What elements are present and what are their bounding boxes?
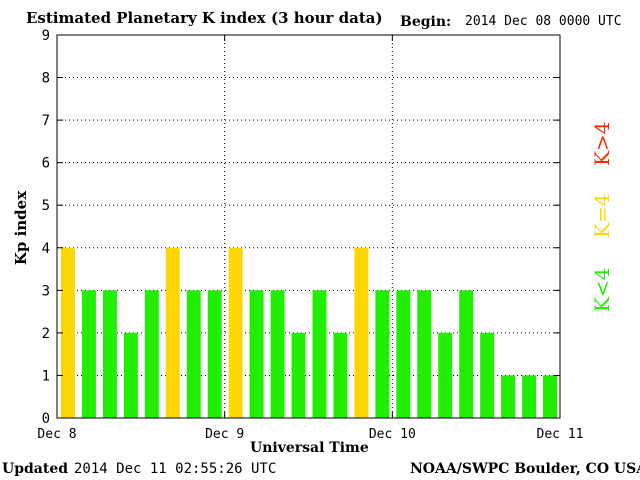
bar bbox=[144, 290, 159, 418]
updated-label: Updated bbox=[2, 461, 69, 477]
y-tick-label: 6 bbox=[42, 156, 50, 172]
bar bbox=[396, 290, 411, 418]
bar bbox=[417, 290, 432, 418]
plot-frame bbox=[56, 34, 561, 419]
x-tick-label: Dec 10 bbox=[369, 427, 416, 442]
bar bbox=[207, 290, 222, 418]
updated-value: 2014 Dec 11 02:55:26 UTC bbox=[74, 461, 277, 477]
y-tick-label: 4 bbox=[42, 241, 50, 257]
x-tick-label: Dec 11 bbox=[537, 427, 584, 442]
legend-k-equals-4: K=4 bbox=[590, 193, 614, 238]
bar bbox=[228, 247, 243, 418]
bar bbox=[61, 247, 75, 418]
bar bbox=[249, 290, 264, 418]
bar bbox=[543, 375, 557, 418]
bar bbox=[522, 375, 537, 418]
y-tick-label: 5 bbox=[42, 198, 50, 214]
x-tick-label: Dec 9 bbox=[205, 427, 244, 442]
bar bbox=[186, 290, 201, 418]
bar bbox=[480, 332, 495, 418]
y-tick-label: 2 bbox=[42, 326, 50, 342]
bar bbox=[81, 290, 96, 418]
bar bbox=[270, 290, 285, 418]
bar bbox=[165, 247, 180, 418]
y-tick-label: 9 bbox=[42, 28, 50, 44]
y-tick-label: 3 bbox=[42, 283, 50, 299]
begin-label: Begin: bbox=[400, 14, 452, 30]
bar bbox=[438, 332, 453, 418]
bar bbox=[501, 375, 516, 418]
bar bbox=[375, 290, 390, 418]
bar bbox=[102, 290, 117, 418]
bar bbox=[123, 332, 138, 418]
y-tick-label: 0 bbox=[42, 411, 50, 427]
legend-k-less-than-4: K<4 bbox=[590, 267, 614, 312]
legend-k-greater-than-4: K>4 bbox=[590, 121, 614, 166]
x-axis-label: Universal Time bbox=[250, 440, 369, 456]
y-tick-label: 1 bbox=[42, 368, 50, 384]
credit-text: NOAA/SWPC Boulder, CO USA bbox=[410, 461, 640, 477]
bar bbox=[312, 290, 327, 418]
y-tick-label: 7 bbox=[42, 113, 50, 129]
y-tick-label: 8 bbox=[42, 71, 50, 87]
x-tick-label: Dec 8 bbox=[37, 427, 76, 442]
chart-title: Estimated Planetary K index (3 hour data… bbox=[26, 9, 383, 27]
bar bbox=[354, 247, 369, 418]
bar bbox=[459, 290, 474, 418]
bar bbox=[291, 332, 306, 418]
begin-value: 2014 Dec 08 0000 UTC bbox=[465, 14, 622, 29]
bar bbox=[333, 332, 348, 418]
